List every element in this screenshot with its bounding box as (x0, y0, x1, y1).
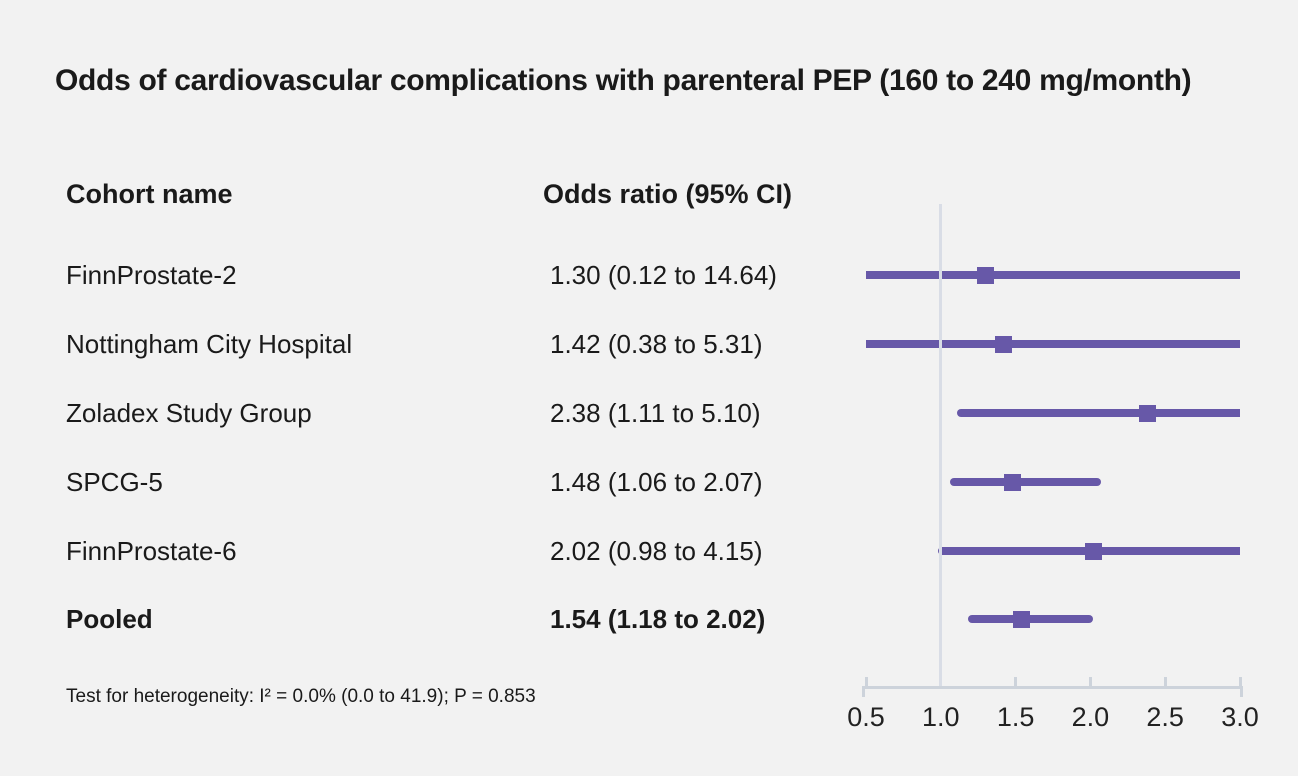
x-tick (1014, 677, 1018, 686)
x-tick-label: 0.5 (847, 702, 885, 732)
column-header-odds-ratio: Odds ratio (95% CI) (543, 179, 793, 209)
x-tick-label: 2.5 (1146, 702, 1184, 732)
ci-line (866, 271, 1240, 279)
odds-ratio-label: 1.42 (0.38 to 5.31) (550, 329, 763, 359)
ci-line (957, 409, 1240, 417)
axis-end-cap (862, 686, 865, 697)
cohort-name-label: Zoladex Study Group (66, 398, 312, 428)
odds-ratio-label: 1.54 (1.18 to 2.02) (550, 604, 766, 634)
or-marker (1013, 610, 1031, 628)
reference-line (939, 204, 943, 688)
ci-line (967, 615, 1094, 623)
x-tick-label: 1.0 (922, 702, 960, 732)
or-marker (995, 335, 1013, 353)
cohort-name-label: Nottingham City Hospital (66, 329, 353, 359)
odds-ratio-label: 1.48 (1.06 to 2.07) (550, 467, 763, 497)
axis-end-cap (1240, 686, 1243, 697)
chart-title: Odds of cardiovascular complications wit… (55, 64, 1192, 97)
x-tick (1238, 677, 1242, 686)
x-tick-label: 2.0 (1071, 702, 1110, 732)
ci-line (949, 478, 1101, 486)
x-tick (1088, 677, 1092, 686)
x-tick (864, 677, 868, 686)
or-marker (1084, 542, 1102, 560)
odds-ratio-label: 2.38 (1.11 to 5.10) (550, 398, 761, 428)
x-axis-line (862, 686, 1243, 689)
cohort-name-label: FinnProstate-2 (66, 260, 237, 290)
cohort-name-label: FinnProstate-6 (66, 536, 237, 566)
or-marker (977, 266, 995, 284)
odds-ratio-label: 2.02 (0.98 to 4.15) (550, 536, 763, 566)
or-marker (1004, 473, 1022, 491)
cohort-name-label: Pooled (66, 604, 153, 634)
cohort-name-label: SPCG-5 (66, 467, 163, 497)
odds-ratio-label: 1.30 (0.12 to 14.64) (550, 260, 777, 290)
x-tick (1163, 677, 1167, 686)
or-marker (1138, 404, 1156, 422)
x-tick-label: 3.0 (1221, 702, 1259, 732)
x-tick-label: 1.5 (996, 702, 1035, 732)
column-header-cohort: Cohort name (66, 179, 233, 209)
ci-line (866, 340, 1240, 348)
heterogeneity-note: Test for heterogeneity: I² = 0.0% (0.0 t… (66, 686, 536, 707)
